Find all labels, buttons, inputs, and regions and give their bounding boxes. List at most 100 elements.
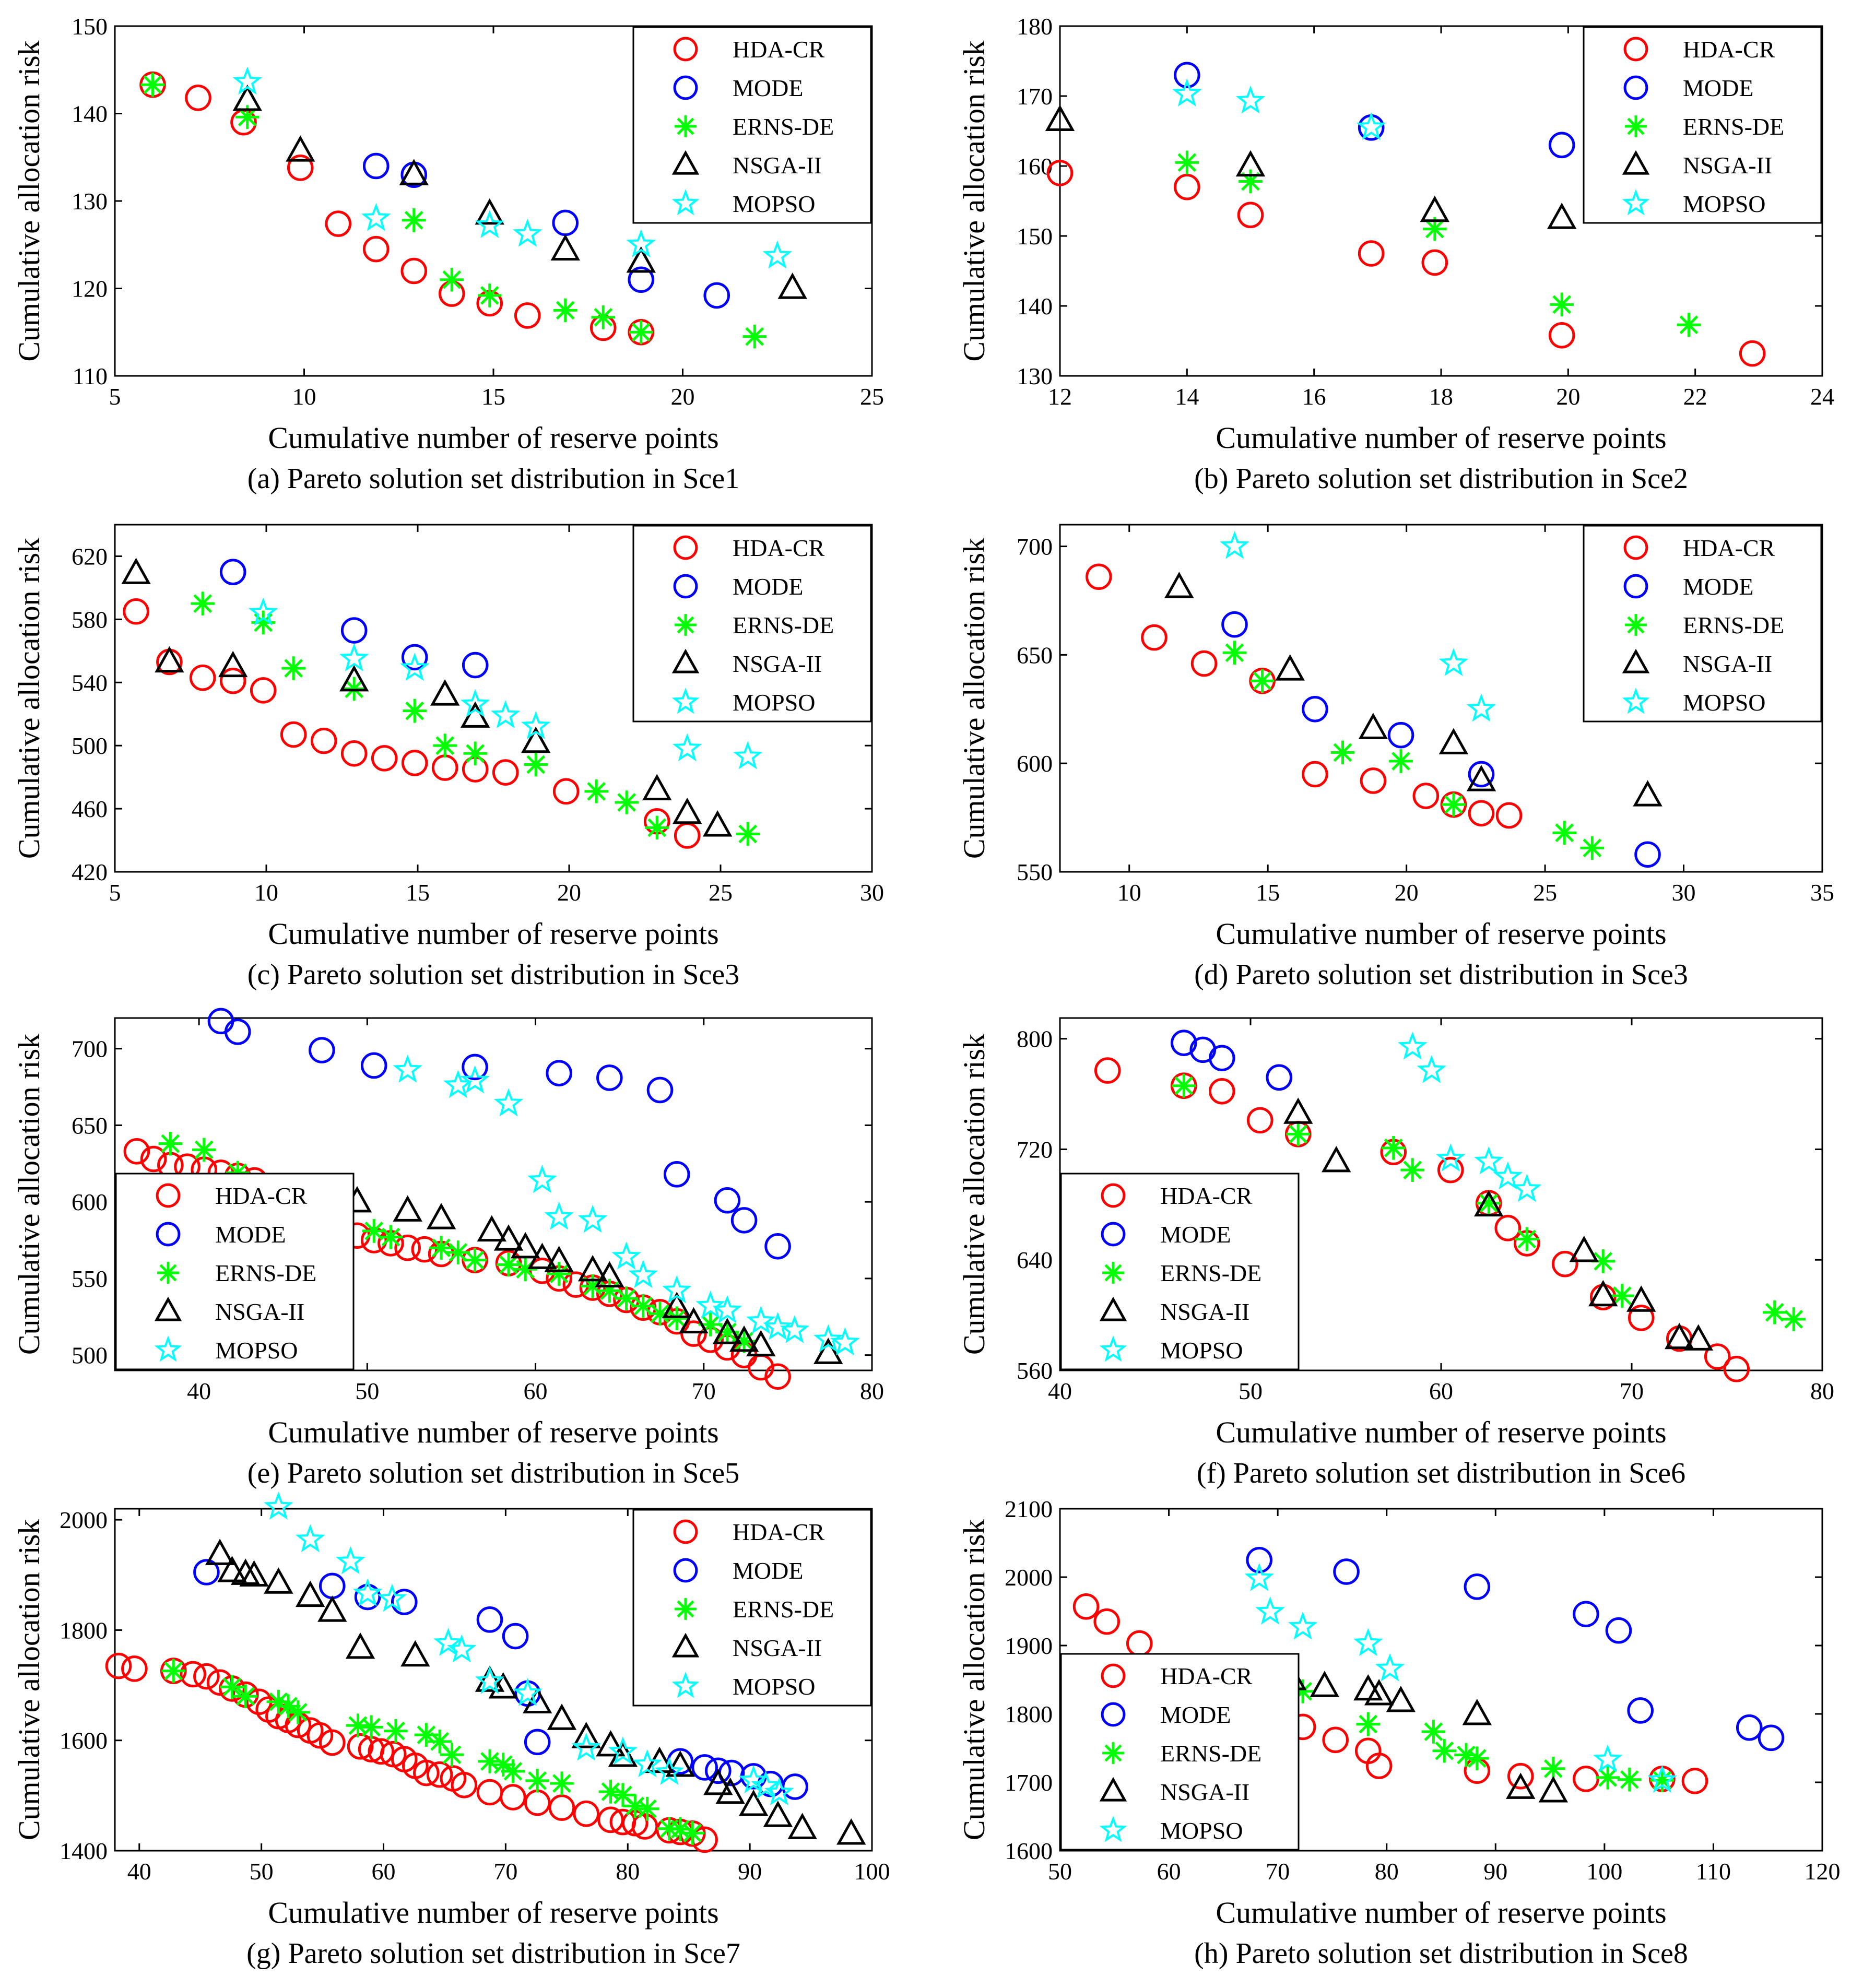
x-tick-label: 40 — [127, 1858, 151, 1885]
legend-marker-erns-de — [1102, 1742, 1124, 1764]
legend-marker-mopso — [671, 189, 700, 216]
legend-marker-hda-cr — [673, 535, 698, 560]
data-point-mopso — [746, 1306, 776, 1334]
data-point-erns-de — [524, 752, 548, 777]
legend: HDA-CR MODE ERNS-DE NSGA-II MOPSO — [1060, 1653, 1300, 1851]
legend-label: NSGA-II — [1160, 1779, 1249, 1805]
y-tick-label: 2100 — [1005, 1496, 1053, 1522]
data-point-erns-de — [463, 741, 487, 766]
data-point-mopso — [475, 1665, 505, 1694]
chart-panel-1: 5 10 15 20 25 110 120 130 140 150 Cumulative numbe… — [12, 13, 884, 495]
data-point-mopso — [1593, 1744, 1623, 1772]
data-point-erns-de — [440, 267, 464, 292]
data-point-nsga-ii — [475, 1665, 505, 1692]
y-tick-label: 650 — [1017, 642, 1053, 668]
y-axis-label: Cumulative allocation risk — [957, 538, 991, 859]
data-point-erns-de — [501, 1759, 525, 1783]
x-tick-label: 30 — [1672, 879, 1696, 906]
data-point-erns-de — [1552, 821, 1577, 845]
data-point-nsga-ii — [1420, 195, 1450, 222]
data-point-erns-de — [1175, 150, 1199, 175]
data-point-mopso — [762, 240, 793, 269]
data-point-mode — [1170, 1030, 1197, 1056]
legend-marker-nsga-ii — [671, 1632, 700, 1658]
data-point-mopso — [295, 1524, 325, 1553]
x-tick-label: 70 — [493, 1858, 517, 1885]
y-tick-label: 560 — [1017, 1357, 1053, 1384]
data-point-mode — [524, 1729, 551, 1756]
legend-label: MODE — [1160, 1221, 1231, 1248]
x-tick-label: 35 — [1810, 879, 1834, 906]
data-point-erns-de — [550, 1771, 574, 1795]
legend-label: HDA-CR — [1683, 36, 1775, 63]
y-tick-label: 150 — [72, 13, 108, 40]
legend-label: MOPSO — [215, 1337, 298, 1364]
data-point-mopso — [446, 1634, 477, 1663]
x-tick-label: 100 — [854, 1858, 890, 1885]
data-point-hda-cr — [573, 1800, 600, 1827]
series-hda-cr — [1086, 563, 1523, 829]
legend-marker-nsga-ii — [671, 648, 700, 673]
data-point-erns-de — [1550, 292, 1574, 317]
legend-marker-hda-cr — [673, 1519, 698, 1544]
data-point-mopso — [733, 741, 763, 770]
legend-label: MOPSO — [733, 1673, 816, 1700]
legend-box — [632, 26, 872, 224]
data-point-mopso — [1493, 1161, 1523, 1190]
data-point-hda-cr — [189, 664, 216, 691]
data-point-erns-de — [1610, 1284, 1634, 1308]
data-point-nsga-ii — [1438, 728, 1469, 754]
x-tick-label: 15 — [406, 879, 430, 906]
y-tick-label: 1400 — [60, 1838, 108, 1864]
data-point-nsga-ii — [1633, 780, 1662, 807]
legend-marker-erns-de — [157, 1262, 179, 1284]
data-point-nsga-ii — [703, 1768, 733, 1795]
x-tick-label: 10 — [292, 383, 316, 410]
data-point-erns-de — [1465, 1746, 1489, 1770]
legend-label: ERNS-DE — [733, 1596, 834, 1623]
data-point-erns-de — [1432, 1738, 1457, 1763]
chart-title: (c) Pareto solution set distribution in … — [247, 959, 740, 991]
data-point-mopso — [712, 1295, 742, 1323]
data-point-mopso — [577, 1204, 608, 1233]
x-axis-label: Cumulative number of reserve points — [268, 917, 718, 951]
data-point-erns-de — [645, 815, 669, 840]
data-point-nsga-ii — [1626, 1285, 1656, 1312]
legend-label: HDA-CR — [215, 1182, 308, 1209]
data-point-hda-cr — [451, 1771, 478, 1798]
y-tick-label: 1600 — [1005, 1838, 1053, 1864]
legend-marker-nsga-ii — [1622, 150, 1650, 175]
data-point-erns-de — [581, 1274, 605, 1298]
legend-label: HDA-CR — [733, 535, 825, 561]
data-point-hda-cr — [362, 235, 390, 263]
data-point-mopso — [513, 1678, 543, 1706]
series-erns-de — [158, 1131, 756, 1354]
chart-title: (d) Pareto solution set distribution in … — [1194, 959, 1688, 991]
data-point-nsga-ii — [679, 1307, 709, 1334]
series-nsga-ii — [121, 558, 733, 837]
data-point-erns-de — [478, 1749, 502, 1773]
legend-marker-hda-cr — [673, 37, 698, 62]
data-point-hda-cr — [121, 1655, 148, 1682]
x-tick-label: 80 — [616, 1858, 640, 1885]
data-point-nsga-ii — [477, 1215, 506, 1242]
data-point-erns-de — [1250, 669, 1275, 693]
data-point-mode — [360, 1052, 387, 1079]
data-point-hda-cr — [524, 1789, 551, 1816]
series-mopso — [248, 597, 763, 770]
legend-box — [1060, 1173, 1300, 1370]
data-point-erns-de — [281, 656, 305, 680]
data-point-mopso — [493, 1088, 524, 1117]
series-erns-de — [1291, 1679, 1675, 1792]
x-tick-label: 90 — [1483, 1858, 1507, 1885]
legend-label: HDA-CR — [1683, 535, 1775, 561]
data-point-erns-de — [1454, 1743, 1478, 1767]
data-point-hda-cr — [1507, 1762, 1534, 1790]
x-tick-label: 80 — [1375, 1858, 1399, 1885]
series-mopso — [1397, 1031, 1542, 1202]
chart-title: (h) Pareto solution set distribution in … — [1194, 1937, 1688, 1970]
data-point-mopso — [1235, 85, 1266, 114]
legend-marker-nsga-ii — [1622, 648, 1650, 673]
data-point-hda-cr — [411, 1236, 438, 1263]
data-point-erns-de — [286, 1700, 310, 1724]
